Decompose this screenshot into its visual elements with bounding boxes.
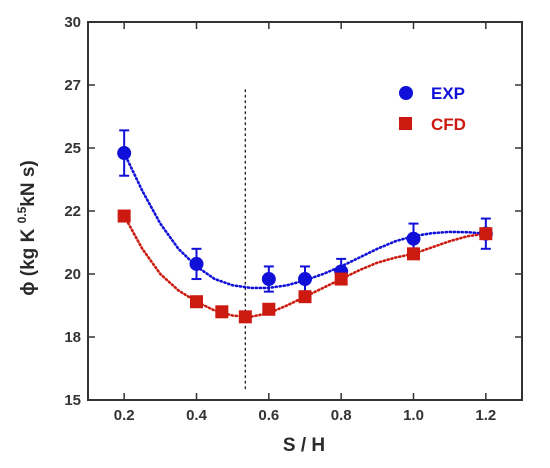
error-bar-layer bbox=[119, 129, 491, 293]
legend-cfd-label: CFD bbox=[431, 115, 466, 134]
legend-exp-label: EXP bbox=[431, 84, 465, 103]
data-point-cfd bbox=[262, 302, 276, 316]
data-point-cfd bbox=[334, 272, 348, 286]
data-point-cfd bbox=[117, 209, 131, 223]
legend-cfd-marker bbox=[399, 117, 412, 130]
tick-layer: 0.2 0.4 0.6 0.8 1.0 1.2 15 18 20 22 25 27 30 bbox=[64, 14, 522, 424]
data-point-cfd bbox=[190, 295, 203, 309]
x-tick-label: 0.6 bbox=[258, 407, 279, 424]
y-tick-label: 22 bbox=[64, 203, 81, 220]
data-point-exp bbox=[189, 256, 204, 271]
y-tick-label: 18 bbox=[64, 329, 81, 346]
data-point-cfd bbox=[479, 227, 493, 241]
data-point-exp bbox=[117, 146, 132, 161]
y-axis-title-main: ϕ (kg K bbox=[18, 223, 39, 295]
y-tick-label: 25 bbox=[64, 140, 81, 157]
y-tick-label: 15 bbox=[64, 392, 81, 409]
data-point-cfd bbox=[407, 247, 420, 261]
data-point-cfd bbox=[298, 290, 312, 304]
legend-exp-marker bbox=[399, 86, 413, 100]
x-tick-label: 1.2 bbox=[475, 407, 496, 424]
y-axis-title-superscript: 0.5 bbox=[15, 206, 29, 223]
y-tick-label: 30 bbox=[64, 14, 81, 31]
x-tick-label: 1.0 bbox=[403, 407, 424, 424]
data-point-cfd bbox=[238, 310, 252, 324]
data-point-exp bbox=[298, 272, 312, 287]
y-axis-title: ϕ (kg K 0.5kN s) bbox=[15, 160, 39, 295]
y-tick-label: 20 bbox=[64, 266, 81, 283]
x-tick-label: 0.2 bbox=[114, 407, 135, 424]
y-tick-label: 27 bbox=[64, 77, 81, 94]
data-point-exp bbox=[261, 272, 276, 287]
x-tick-label: 0.8 bbox=[331, 407, 352, 424]
y-axis-title-rest: kN s) bbox=[18, 160, 39, 206]
legend: EXP CFD bbox=[399, 84, 466, 134]
data-point-cfd bbox=[215, 305, 229, 319]
x-tick-label: 0.4 bbox=[186, 407, 208, 424]
x-axis-title: S / H bbox=[283, 435, 325, 456]
data-point-exp bbox=[406, 231, 421, 246]
marker-layer bbox=[117, 146, 493, 324]
